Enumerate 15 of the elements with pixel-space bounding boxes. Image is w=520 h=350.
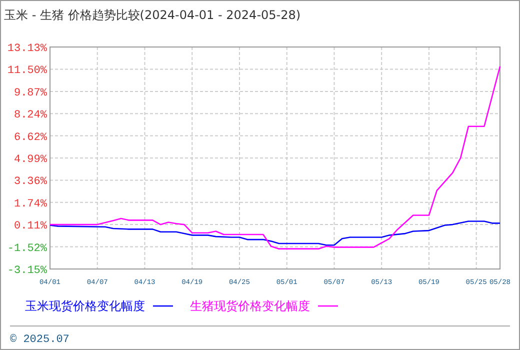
y-tick-label: 8.24% [14,110,48,122]
y-tick-label: 0.11% [14,220,48,233]
text: © 2025.07 [10,334,70,346]
y-tick-label: 9.87% [14,87,48,100]
y-tick-label: -3.15% [7,265,48,277]
y-tick-label: 13.13% [7,43,48,55]
y-tick-label: 1.74% [14,198,48,210]
legend-label: 生猪现货价格变化幅度 [190,299,310,313]
y-tick-label: -1.52% [7,242,48,255]
legend-label: 玉米现货价格变化幅度 [25,299,145,313]
y-tick-label: 3.36% [14,176,48,188]
y-tick-label: 6.62% [14,132,48,144]
y-tick-label: 4.99% [14,154,48,166]
y-tick-label: 11.50% [7,65,48,78]
title: 玉米 - 生猪 价格趋势比较(2024-04-01 - 2024-05-28) [4,8,301,22]
